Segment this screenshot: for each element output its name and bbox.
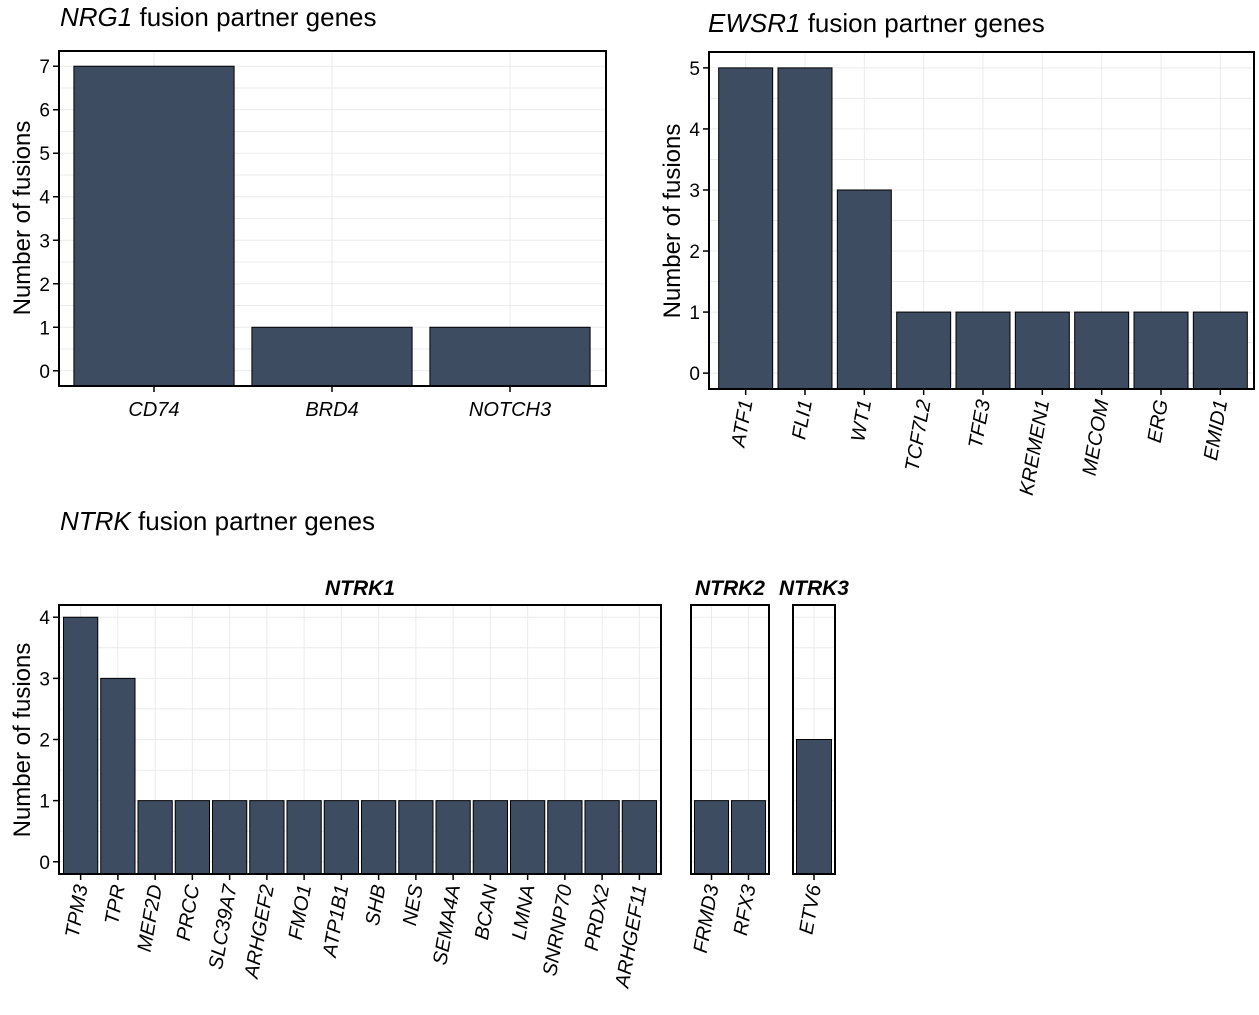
ewsr1-y-axis-title: Number of fusions: [659, 124, 686, 319]
ntrk-ntrk3-panel-border: [792, 604, 836, 875]
ntrk-ntrk2-x-tick-label: FRMD3: [690, 883, 724, 955]
ewsr1-bar-wt1: [836, 189, 892, 390]
ntrk-ntrk3-bar-etv6: [796, 739, 832, 875]
ntrk-ntrk1-x-tick-label: NES: [399, 882, 428, 927]
ntrk-ntrk1-x-tick-label: PRDX2: [581, 883, 614, 953]
ntrk-ntrk1-x-tick-label: ARHGEF11: [611, 883, 651, 990]
ntrk-ntrk1-x-tick-label: PRCC: [173, 883, 205, 943]
ewsr1-y-tick-label: 4: [689, 120, 700, 141]
ntrk-ntrk1-y-tick-label: 1: [39, 792, 50, 813]
ewsr1-x-tick-label: ERG: [1144, 398, 1173, 445]
ntrk-ntrk2-bar-frmd3: [693, 800, 730, 875]
ntrk-chart-title: NTRK fusion partner genes: [60, 506, 375, 536]
ntrk-ntrk1-x-tick-label: ARHGEF2: [241, 883, 279, 981]
ewsr1-chart: ATF1 FLI1 WT1 TCF7L2 TFE3 KREMEN1 MECOM ERG EMID…: [659, 51, 1255, 497]
ntrk-ntrk1-bar-arhgef2: [249, 800, 285, 875]
ntrk-ntrk3-x-tick-label: ETV6: [796, 882, 827, 936]
nrg1-y-tick-label: 5: [39, 144, 50, 165]
ntrk-ntrk1-bar-bcan: [472, 800, 509, 875]
ntrk-ntrk1-x-tick-label: SLC39A7: [205, 882, 242, 971]
ntrk-ntrk1-y-tick-label: 4: [39, 608, 50, 629]
ntrk-ntrk1-y-tick-label: 2: [39, 731, 50, 752]
ntrk-ntrk1-x-tick-label: BCAN: [471, 883, 502, 942]
ewsr1-bar-atf1: [718, 67, 774, 390]
ntrk-ntrk1-x-tick-label: LMNA: [508, 883, 539, 942]
ntrk-ntrk1-x-tick-label: TPM3: [62, 883, 93, 939]
ewsr1-bar-tfe3: [955, 311, 1011, 390]
nrg1-y-tick-label: 2: [39, 275, 50, 296]
ntrk-y-axis-title: Number of fusions: [9, 643, 36, 838]
ewsr1-x-tick-label: MECOM: [1079, 398, 1114, 478]
ntrk-ntrk3-facet-label: NTRK3: [779, 577, 849, 600]
nrg1-x-tick-label: CD74: [128, 399, 179, 421]
ewsr1-y-tick-label: 3: [689, 181, 700, 202]
ewsr1-y-tick-label: 0: [689, 364, 700, 385]
nrg1-panel-border: [58, 50, 607, 387]
ntrk-ntrk1-bar-lmna: [509, 800, 546, 875]
ewsr1-bar-emid1: [1192, 311, 1248, 390]
ntrk-ntrk1-bar-atp1b1: [323, 800, 360, 875]
ewsr1-x-tick-label: KREMEN1: [1016, 398, 1054, 497]
ewsr1-x-tick-label: EMID1: [1200, 398, 1232, 462]
ntrk-ntrk2-panel-border: [690, 604, 770, 875]
nrg1-bar-notch3: [429, 326, 591, 387]
ntrk-ntrk1-x-tick-label: TPR: [101, 883, 130, 926]
ntrk-ntrk1-bar-nes: [398, 800, 434, 875]
ntrk-ntrk1-bar-tpm3: [62, 616, 99, 875]
nrg1-bar-brd4: [251, 326, 413, 387]
ewsr1-x-tick-label: FLI1: [788, 398, 817, 441]
ewsr1-x-tick-label: ATF1: [728, 398, 758, 450]
nrg1-y-tick-label: 3: [39, 231, 50, 252]
ewsr1-bar-fli1: [777, 67, 833, 390]
ewsr1-bar-kremen1: [1014, 311, 1070, 390]
nrg1-y-axis-title: Number of fusions: [9, 121, 36, 316]
ewsr1-x-tick-label: TCF7L2: [901, 398, 935, 473]
nrg1-y-tick-label: 4: [39, 188, 50, 209]
ntrk-ntrk1-bar-mef2d: [137, 800, 173, 875]
ntrk-ntrk1-x-tick-label: ATP1B1: [319, 883, 354, 960]
ewsr1-bar-mecom: [1074, 311, 1130, 390]
ntrk-ntrk1-x-tick-label: FMO1: [285, 883, 316, 942]
ntrk-ntrk1-bar-snrnp70: [547, 800, 583, 875]
ntrk-ntrk1-bar-sema4a: [435, 800, 471, 875]
ntrk-ntrk2-bar-rfx3: [730, 800, 767, 875]
ntrk-ntrk1-x-tick-label: MEF2D: [134, 883, 167, 954]
nrg1-y-tick-label: 7: [39, 57, 50, 78]
nrg1-x-tick-label: NOTCH3: [469, 399, 551, 421]
ntrk-ntrk1-bar-shb: [360, 800, 397, 875]
nrg1-chart: CD74 BRD4 NOTCH3 0 1 2 3 4 5 6 7 Number of fusions: [9, 50, 607, 421]
ntrk-ntrk1-bar-fmo1: [286, 800, 322, 875]
ntrk-ntrk1-x-tick-label: SNRNP70: [539, 883, 577, 978]
ntrk-ntrk1-x-tick-label: SHB: [362, 883, 391, 927]
ewsr1-bar-erg: [1133, 311, 1189, 390]
ntrk-ntrk1-bar-prcc: [174, 800, 211, 875]
ewsr1-y-tick-label: 5: [689, 59, 700, 80]
ntrk-ntrk2-facet-label: NTRK2: [695, 577, 765, 600]
nrg1-chart-title: NRG1 fusion partner genes: [60, 2, 377, 32]
ewsr1-y-tick-label: 2: [689, 242, 700, 263]
ntrk-chart: TPM3 TPR MEF2D PRCC SLC39A7 ARHGEF2 FMO1 ATP1B1…: [9, 577, 849, 990]
ewsr1-y-tick-label: 1: [689, 303, 700, 324]
nrg1-x-tick-label: BRD4: [305, 399, 358, 421]
ntrk-ntrk1-y-tick-label: 3: [39, 669, 50, 690]
ntrk-ntrk1-x-tick-label: SEMA4A: [429, 883, 465, 967]
ntrk-ntrk1-y-tick-label: 0: [39, 853, 50, 874]
ewsr1-x-tick-label: WT1: [847, 398, 876, 443]
nrg1-y-tick-label: 6: [39, 101, 50, 122]
ewsr1-bar-tcf7l2: [896, 311, 952, 390]
nrg1-y-tick-label: 0: [39, 362, 50, 383]
ntrk-ntrk1-bar-arhgef11: [621, 800, 658, 875]
ewsr1-chart-title: EWSR1 fusion partner genes: [708, 8, 1045, 38]
ntrk-ntrk1-facet-label: NTRK1: [325, 577, 395, 600]
nrg1-y-tick-label: 1: [39, 318, 50, 339]
ewsr1-x-tick-label: TFE3: [965, 398, 995, 450]
nrg1-bar-cd74: [73, 65, 235, 387]
ewsr1-panel-border: [708, 51, 1255, 390]
ntrk-ntrk1-bar-tpr: [100, 677, 136, 875]
ntrk-ntrk2-x-tick-label: RFX3: [730, 883, 761, 937]
ntrk-ntrk1-bar-slc39a7: [211, 800, 248, 875]
ntrk-ntrk1-bar-prdx2: [584, 800, 620, 875]
